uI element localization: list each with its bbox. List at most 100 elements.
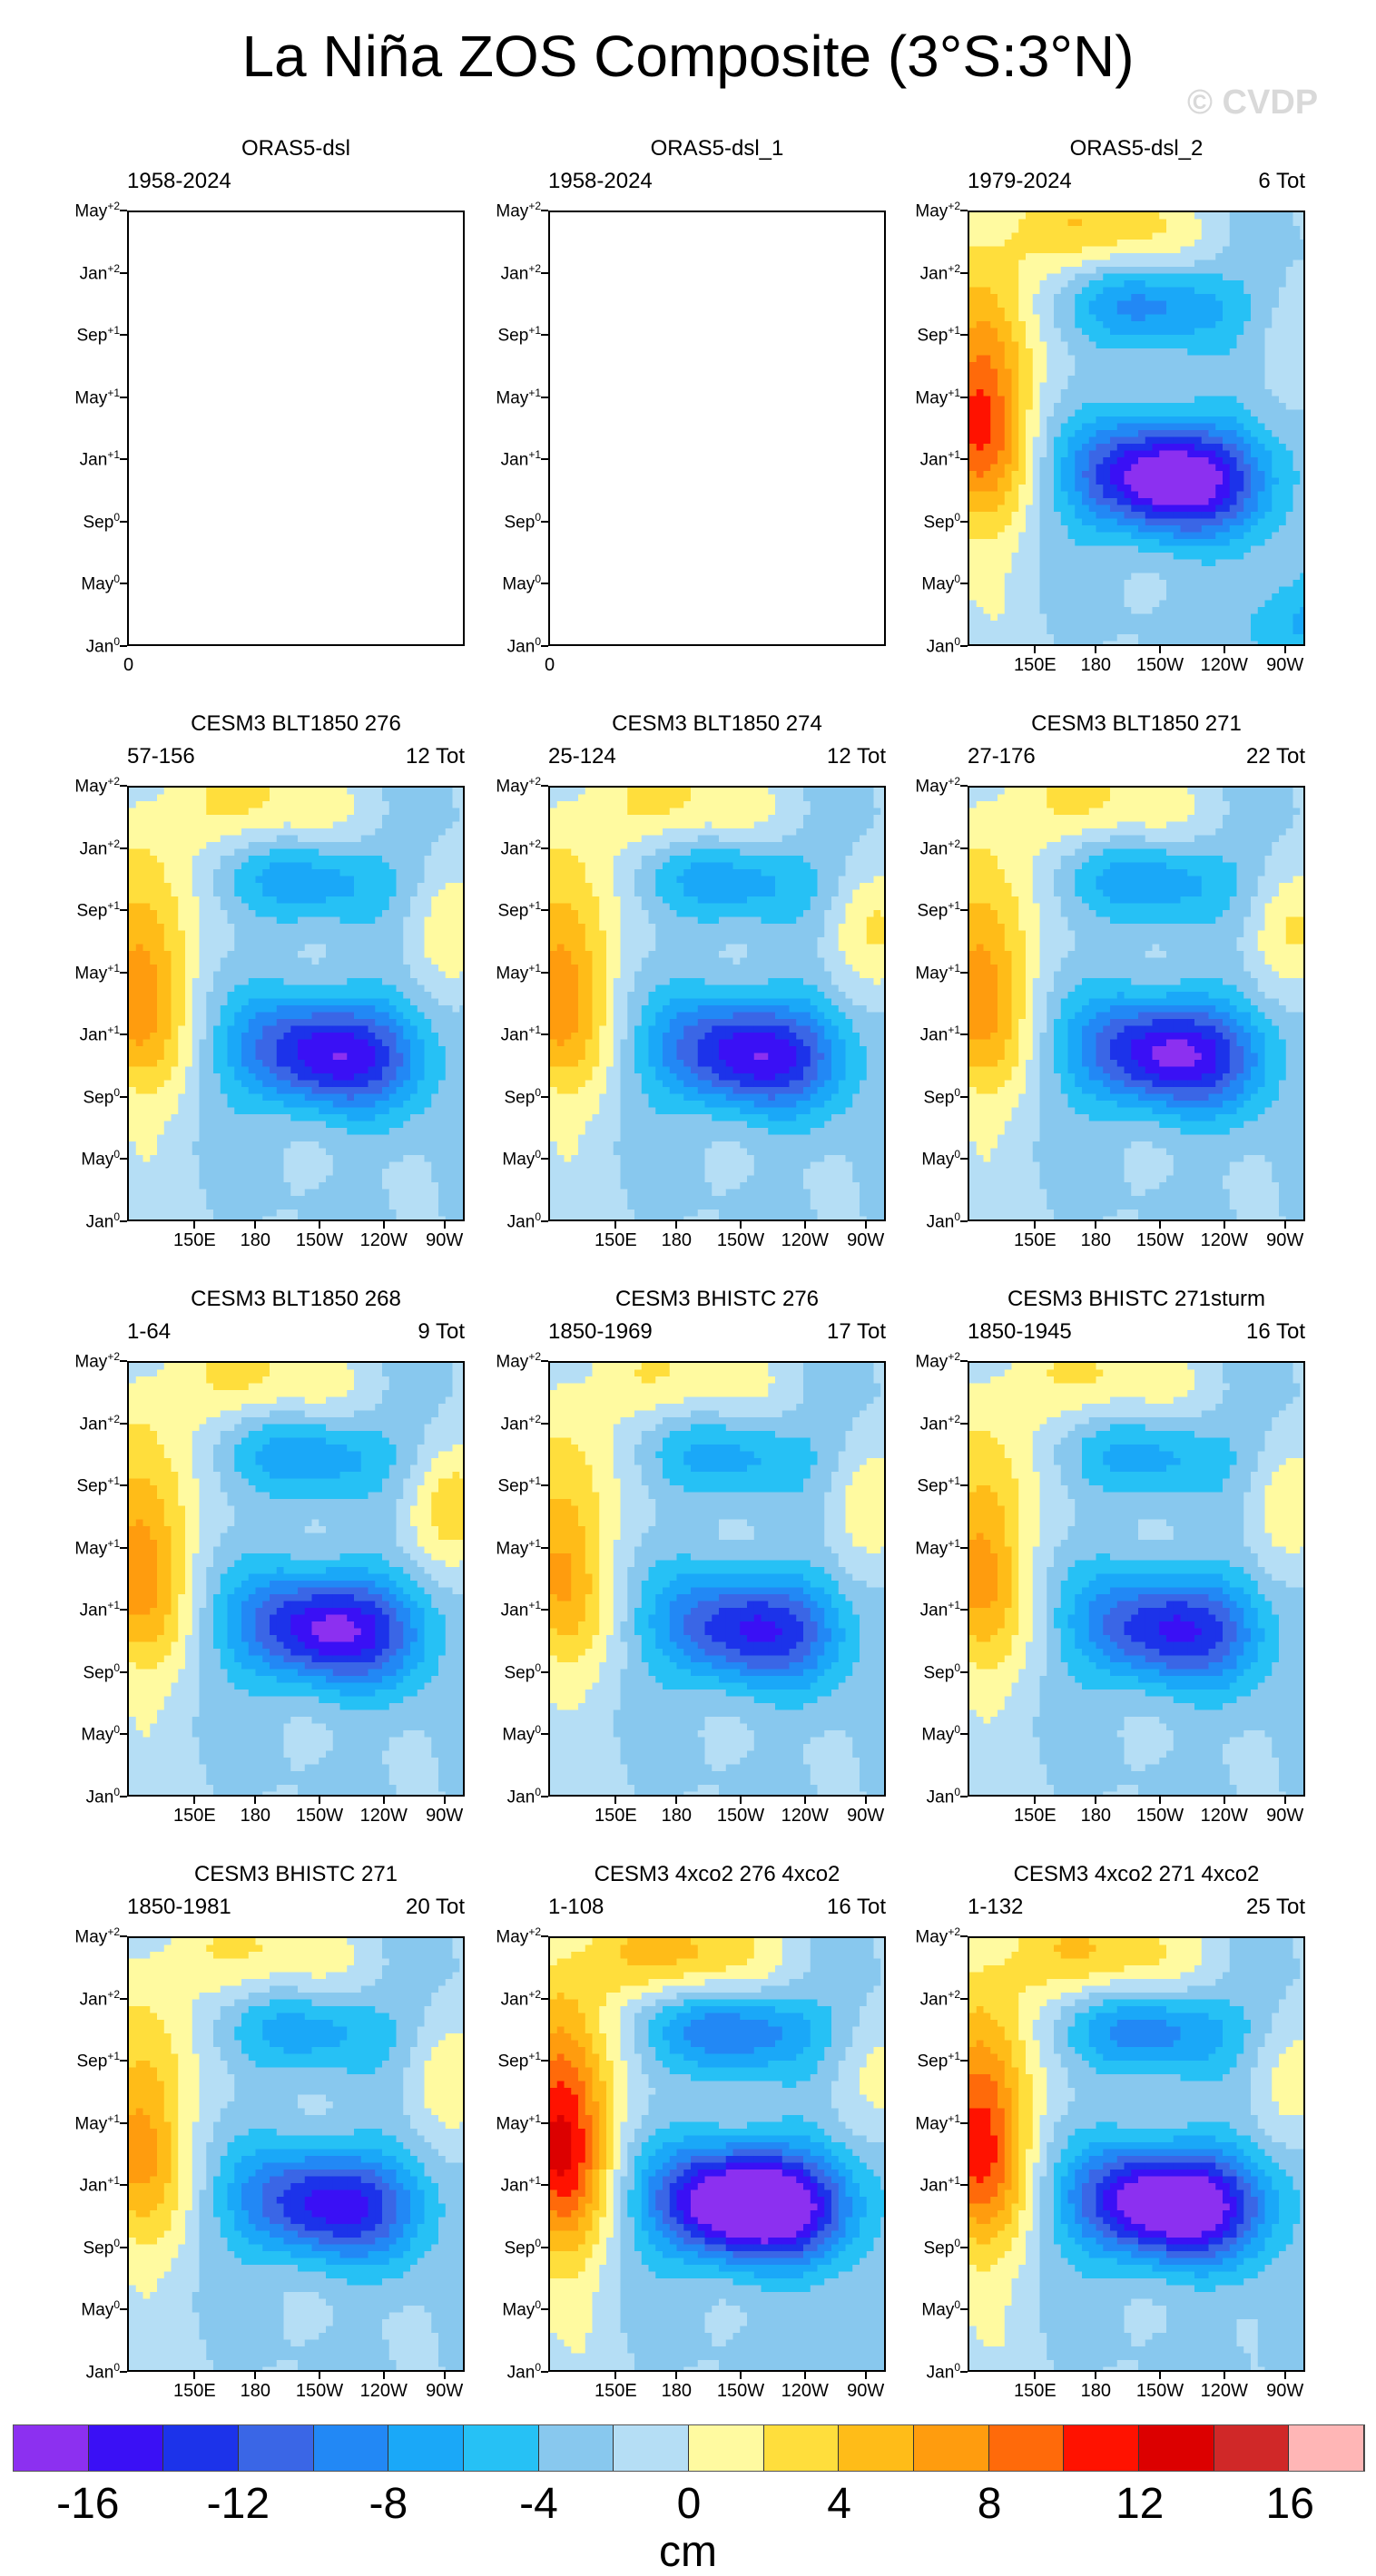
heatmap-cell (1088, 362, 1097, 370)
heatmap-cell (319, 984, 327, 993)
heatmap-cell (368, 821, 376, 829)
heatmap-cell (199, 1012, 207, 1020)
heatmap-cell (150, 998, 158, 1006)
heatmap-cell (1166, 362, 1175, 370)
heatmap-cell (1060, 341, 1069, 349)
heatmap-cell (1201, 368, 1210, 377)
heatmap-cell (1011, 471, 1019, 479)
heatmap-cell (1026, 573, 1034, 581)
heatmap-cell (1285, 273, 1294, 281)
heatmap-cell (213, 1019, 221, 1027)
heatmap-cell (388, 965, 398, 973)
heatmap-cell (150, 984, 158, 993)
heatmap-cell (368, 801, 376, 809)
heatmap-cell (1173, 376, 1182, 384)
heatmap-cell (1173, 232, 1182, 240)
heatmap-cell (319, 971, 327, 979)
heatmap-cell (262, 1019, 270, 1027)
heatmap-cell (1279, 212, 1287, 220)
heatmap-cell (990, 627, 998, 635)
y-tick-month: Jan (501, 451, 529, 470)
heatmap-cell (1088, 477, 1097, 485)
heatmap-cell (1110, 232, 1118, 240)
heatmap-cell (1285, 382, 1294, 390)
heatmap-cell (360, 984, 369, 993)
heatmap-cell (1032, 512, 1041, 520)
heatmap-cell (276, 1033, 285, 1041)
heatmap-cell (410, 1033, 418, 1041)
heatmap-cell (431, 998, 439, 1006)
y-tick-mark (960, 458, 968, 461)
heatmap-cell (332, 984, 341, 993)
heatmap-cell (143, 821, 151, 829)
heatmap-cell (220, 937, 229, 945)
heatmap-cell (424, 842, 432, 850)
heatmap-cell (1264, 273, 1273, 281)
heatmap-cell (311, 944, 319, 952)
heatmap-cell (311, 821, 319, 829)
heatmap-cell (1067, 641, 1076, 644)
heatmap-cell (276, 1012, 285, 1020)
heatmap-cell (1075, 512, 1083, 520)
heatmap-cell (1292, 219, 1301, 227)
heatmap-cell (1173, 362, 1182, 370)
heatmap-cell (248, 965, 257, 973)
heatmap-cell (1075, 219, 1083, 227)
heatmap-cell (135, 821, 144, 829)
heatmap-cell (1110, 321, 1118, 329)
heatmap-cell (1088, 423, 1097, 431)
heatmap-cell (1166, 593, 1175, 602)
heatmap-cell (990, 485, 998, 493)
heatmap-cell (1208, 335, 1216, 343)
heatmap-cell (1173, 477, 1182, 485)
heatmap-cell (1116, 416, 1125, 425)
heatmap-cell (248, 937, 257, 945)
heatmap-cell (1103, 280, 1111, 289)
heatmap-cell (1229, 416, 1238, 425)
y-tick-year-offset: 0 (113, 635, 120, 648)
heatmap-cell (157, 965, 165, 973)
heatmap-cell (424, 916, 432, 925)
heatmap-cell (1096, 600, 1104, 608)
heatmap-cell (1223, 477, 1231, 485)
heatmap-cell (129, 1012, 137, 1020)
heatmap-cell (1039, 641, 1047, 644)
heatmap-cell (1152, 308, 1160, 316)
heatmap-cell (1264, 226, 1273, 234)
heatmap-cell (388, 862, 398, 870)
heatmap-cell (241, 1019, 250, 1027)
heatmap-cell (1194, 328, 1203, 336)
heatmap-cell (234, 883, 242, 891)
heatmap-cell (1047, 600, 1055, 608)
heatmap-cell (1194, 226, 1203, 234)
heatmap-cell (290, 910, 299, 918)
heatmap-cell (1131, 300, 1139, 309)
y-tick-label: May+1 (74, 387, 120, 408)
heatmap-cell (431, 903, 439, 911)
heatmap-cell (1264, 485, 1273, 493)
heatmap-cell (1272, 573, 1280, 581)
heatmap-cell (1152, 621, 1160, 629)
x-tick-label: 120W (1199, 655, 1250, 676)
heatmap-cell (1257, 362, 1266, 370)
heatmap-cell (1229, 355, 1238, 363)
heatmap-cell (1264, 355, 1273, 363)
heatmap-cell (283, 984, 291, 993)
heatmap-cell (1075, 553, 1083, 561)
heatmap-cell (1011, 328, 1019, 336)
heatmap-cell (1180, 308, 1188, 316)
heatmap-cell (1201, 341, 1210, 349)
heatmap-cell (1082, 328, 1090, 336)
heatmap-cell (276, 951, 285, 959)
heatmap-cell (1300, 314, 1303, 322)
heatmap-cell (262, 828, 270, 837)
heatmap-cell (1032, 253, 1041, 261)
y-tick-mark (120, 458, 127, 461)
heatmap-cell (1159, 389, 1167, 397)
heatmap-cell (248, 916, 257, 925)
heatmap-cell (192, 998, 201, 1006)
heatmap-cell (347, 1019, 355, 1027)
heatmap-cell (1124, 226, 1132, 234)
heatmap-cell (1039, 627, 1047, 635)
heatmap-cell (1060, 545, 1069, 553)
